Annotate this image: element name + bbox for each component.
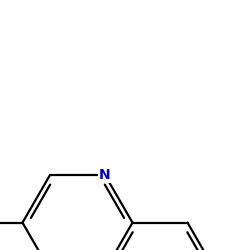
Text: N: N xyxy=(99,168,111,182)
